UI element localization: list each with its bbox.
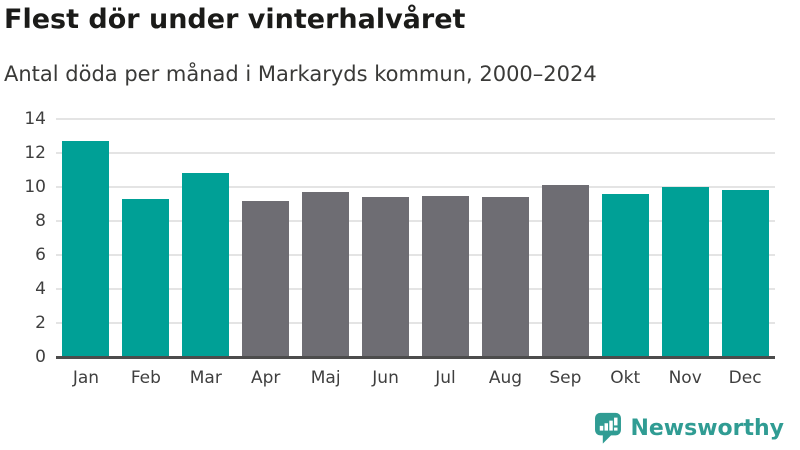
x-tick-label-Apr: Apr — [251, 368, 281, 388]
bar-slot-Nov — [655, 119, 715, 357]
bar-slot-Jul — [416, 119, 476, 357]
y-tick-label: 0 — [35, 347, 46, 367]
bar-slot-Feb — [116, 119, 176, 357]
y-tick-label: 6 — [35, 245, 46, 265]
y-tick-label: 12 — [24, 143, 46, 163]
bar-slot-Okt — [595, 119, 655, 357]
gridline-14 — [56, 118, 775, 120]
bar-Jul — [421, 195, 469, 357]
y-tick-label: 8 — [35, 211, 46, 231]
gridline-12 — [56, 152, 775, 154]
bar-slot-Maj — [296, 119, 356, 357]
bar-Jun — [362, 197, 410, 357]
x-axis-baseline — [56, 356, 775, 359]
bar-Apr — [242, 200, 290, 357]
chart-title: Flest dör under vinterhalvåret — [4, 4, 466, 35]
chart-subtitle: Antal döda per månad i Markaryds kommun,… — [4, 62, 597, 86]
bar-series — [56, 119, 775, 357]
newsworthy-speech-bubble-icon — [595, 412, 622, 444]
gridline-10 — [56, 186, 775, 188]
bar-Maj — [302, 192, 350, 357]
x-tick-label-Nov: Nov — [668, 368, 702, 388]
x-axis-tick-labels: Jan Feb Mar Apr Maj Jun Jul Aug Sep Okt Nov Dec — [56, 368, 775, 388]
bar-Okt — [601, 193, 649, 357]
bar-slot-Apr — [236, 119, 296, 357]
bar-Sep — [541, 185, 589, 357]
gridline-2 — [56, 322, 775, 324]
x-tick-label-Maj: Maj — [310, 368, 341, 388]
x-tick-label-Jul: Jul — [435, 368, 456, 388]
newsworthy-logo: Newsworthy — [593, 412, 784, 444]
bar-slot-Dec — [715, 119, 775, 357]
bar-Mar — [182, 173, 230, 357]
y-tick-label: 2 — [35, 313, 46, 333]
bar-Aug — [481, 197, 529, 357]
y-tick-label: 10 — [24, 177, 46, 197]
plot-area — [56, 118, 775, 357]
gridline-6 — [56, 254, 775, 256]
y-tick-label: 14 — [24, 109, 46, 129]
x-tick-label-Aug: Aug — [488, 368, 523, 388]
bar-Dec — [721, 190, 769, 357]
gridline-4 — [56, 288, 775, 290]
bar-Nov — [661, 187, 709, 357]
x-tick-label-Dec: Dec — [728, 368, 762, 388]
x-tick-label-Okt: Okt — [610, 368, 641, 388]
bar-Feb — [122, 198, 170, 357]
y-tick-label: 4 — [35, 279, 46, 299]
bar-slot-Aug — [475, 119, 535, 357]
bar-slot-Sep — [535, 119, 595, 357]
x-tick-label-Jan: Jan — [72, 368, 100, 388]
newsworthy-wordmark: Newsworthy — [630, 415, 784, 441]
x-tick-label-Feb: Feb — [130, 368, 161, 388]
bar-Jan — [62, 141, 110, 357]
gridline-8 — [56, 220, 775, 222]
bar-slot-Mar — [176, 119, 236, 357]
x-tick-label-Sep: Sep — [549, 368, 582, 388]
bar-slot-Jan — [56, 119, 116, 357]
bar-slot-Jun — [356, 119, 416, 357]
x-tick-label-Mar: Mar — [189, 368, 222, 388]
x-tick-label-Jun: Jun — [372, 368, 399, 388]
